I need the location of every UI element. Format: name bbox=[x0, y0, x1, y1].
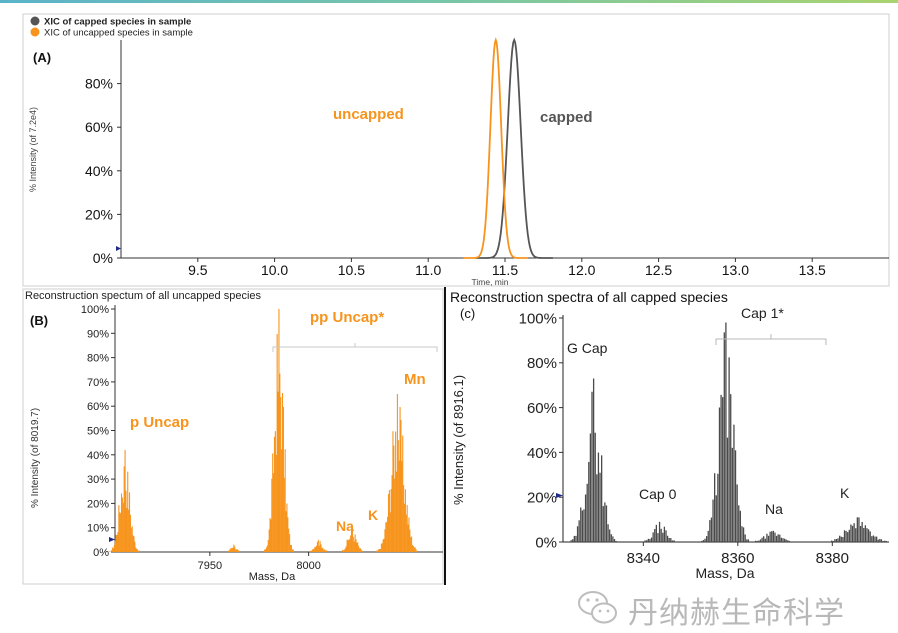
panel-c-label: (c) bbox=[460, 306, 475, 321]
a-y-tick-label: 60% bbox=[85, 119, 113, 135]
panel-b-xlabel: Mass, Da bbox=[249, 571, 296, 583]
panel-c-ylabel: % Intensity (of 8916.1) bbox=[451, 375, 466, 505]
series-line-uncapped bbox=[463, 37, 529, 259]
legend-capped-label: XIC of capped species in sample bbox=[44, 17, 191, 28]
a-x-tick-label: 11.5 bbox=[492, 262, 518, 278]
series-line-capped bbox=[475, 37, 553, 259]
panelC-y-tick-label: 20% bbox=[527, 490, 557, 507]
panelC-y-tick-label: 40% bbox=[527, 445, 557, 462]
panel-a-border bbox=[22, 13, 890, 287]
panel-a-label: (A) bbox=[33, 50, 51, 65]
a-y-tick-label: 40% bbox=[85, 163, 113, 179]
panel-c: Reconstruction spectra of all capped spe… bbox=[450, 289, 889, 581]
panel-a-xlabel: Time, min bbox=[472, 277, 509, 287]
a-x-tick-label: 10.5 bbox=[338, 262, 365, 278]
cap1-bracket bbox=[715, 334, 827, 345]
annotation-cap0: Cap 0 bbox=[639, 486, 677, 502]
panelB-y-tick-label: 30% bbox=[87, 474, 109, 486]
panelB-y-tick-label: 100% bbox=[81, 304, 109, 316]
a-x-tick-label: 11.0 bbox=[415, 262, 441, 278]
panelB-x-tick-label: 8000 bbox=[296, 560, 320, 572]
a-x-tick-label: 12.0 bbox=[568, 262, 595, 278]
panelC-y-tick-label: 0% bbox=[535, 534, 557, 551]
a-x-tick-label: 9.5 bbox=[188, 262, 208, 278]
panelC-x-tick-label: 8380 bbox=[816, 550, 849, 567]
a-x-tick-label: 13.5 bbox=[799, 262, 826, 278]
panel-b: Reconstruction spectum of all uncapped s… bbox=[22, 288, 444, 585]
a-y-tick-label: 0% bbox=[93, 250, 113, 266]
panelC-y-tick-label: 100% bbox=[519, 310, 557, 327]
panelC-x-tick-label: 8340 bbox=[627, 550, 660, 567]
panelC-x-tick-label: 8360 bbox=[721, 550, 754, 567]
panelB-y-tick-label: 60% bbox=[87, 401, 109, 413]
legend-capped-swatch bbox=[30, 16, 40, 26]
a-x-tick-label: 10.0 bbox=[261, 262, 288, 278]
annotation-na-c: Na bbox=[765, 501, 783, 517]
a-x-tick-label: 13.0 bbox=[722, 262, 749, 278]
panel-c-title: Reconstruction spectra of all capped spe… bbox=[450, 289, 728, 305]
top-accent-line bbox=[0, 0, 898, 3]
panel-b-border bbox=[22, 288, 444, 585]
panelB-y-tick-label: 10% bbox=[87, 523, 109, 535]
annotation-capped: capped bbox=[540, 109, 593, 126]
panel-b-title: Reconstruction spectum of all uncapped s… bbox=[25, 290, 262, 302]
watermark-text: 丹纳赫生命科学 bbox=[628, 596, 845, 631]
annotation-pp-uncap: pp Uncap* bbox=[310, 309, 384, 326]
panelB-y-tick-label: 80% bbox=[87, 353, 109, 365]
legend-uncapped-label: XIC of uncapped species in sample bbox=[44, 28, 193, 39]
a-y-tick-label: 20% bbox=[85, 206, 113, 222]
panelB-y-tick-label: 50% bbox=[87, 425, 109, 437]
panel-c-xlabel: Mass, Da bbox=[695, 565, 754, 581]
annotation-cap1: Cap 1* bbox=[741, 305, 784, 321]
panel-c-baseline-marker bbox=[556, 493, 563, 498]
annotation-g-cap: G Cap bbox=[567, 340, 608, 356]
watermark: 丹纳赫生命科学 bbox=[572, 586, 892, 631]
panelB-x-tick-label: 7950 bbox=[198, 560, 222, 572]
annotation-k-c: K bbox=[840, 485, 850, 501]
panel-b-label: (B) bbox=[30, 313, 48, 328]
panelC-y-tick-label: 60% bbox=[527, 400, 557, 417]
panelC-y-tick-label: 80% bbox=[527, 355, 557, 372]
wechat-icon bbox=[578, 591, 617, 624]
panelB-y-tick-label: 20% bbox=[87, 498, 109, 510]
pp-uncap-bracket bbox=[272, 343, 438, 352]
panel-a-baseline-marker bbox=[116, 246, 121, 251]
panel-a-ylabel: % Intensity (of 7.2e4) bbox=[28, 107, 38, 192]
panel-b-ylabel: % Intensity (of 8019.7) bbox=[30, 408, 41, 508]
annotation-mn: Mn bbox=[404, 371, 426, 388]
annotation-uncapped: uncapped bbox=[333, 106, 404, 123]
a-y-tick-label: 80% bbox=[85, 76, 113, 92]
panelB-y-tick-label: 0% bbox=[93, 547, 109, 559]
a-x-tick-label: 12.5 bbox=[645, 262, 672, 278]
annotation-k: K bbox=[368, 507, 378, 523]
annotation-p-uncap: p Uncap bbox=[130, 414, 189, 431]
panel-b-baseline-marker bbox=[109, 537, 115, 542]
panelB-y-tick-label: 40% bbox=[87, 450, 109, 462]
panelB-y-tick-label: 90% bbox=[87, 328, 109, 340]
legend-uncapped-swatch bbox=[30, 27, 40, 37]
panelB-y-tick-label: 70% bbox=[87, 377, 109, 389]
panel-a: XIC of capped species in sample XIC of u… bbox=[22, 13, 890, 287]
annotation-na: Na bbox=[336, 518, 354, 534]
